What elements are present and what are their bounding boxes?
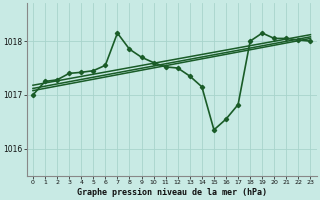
X-axis label: Graphe pression niveau de la mer (hPa): Graphe pression niveau de la mer (hPa) <box>77 188 267 197</box>
